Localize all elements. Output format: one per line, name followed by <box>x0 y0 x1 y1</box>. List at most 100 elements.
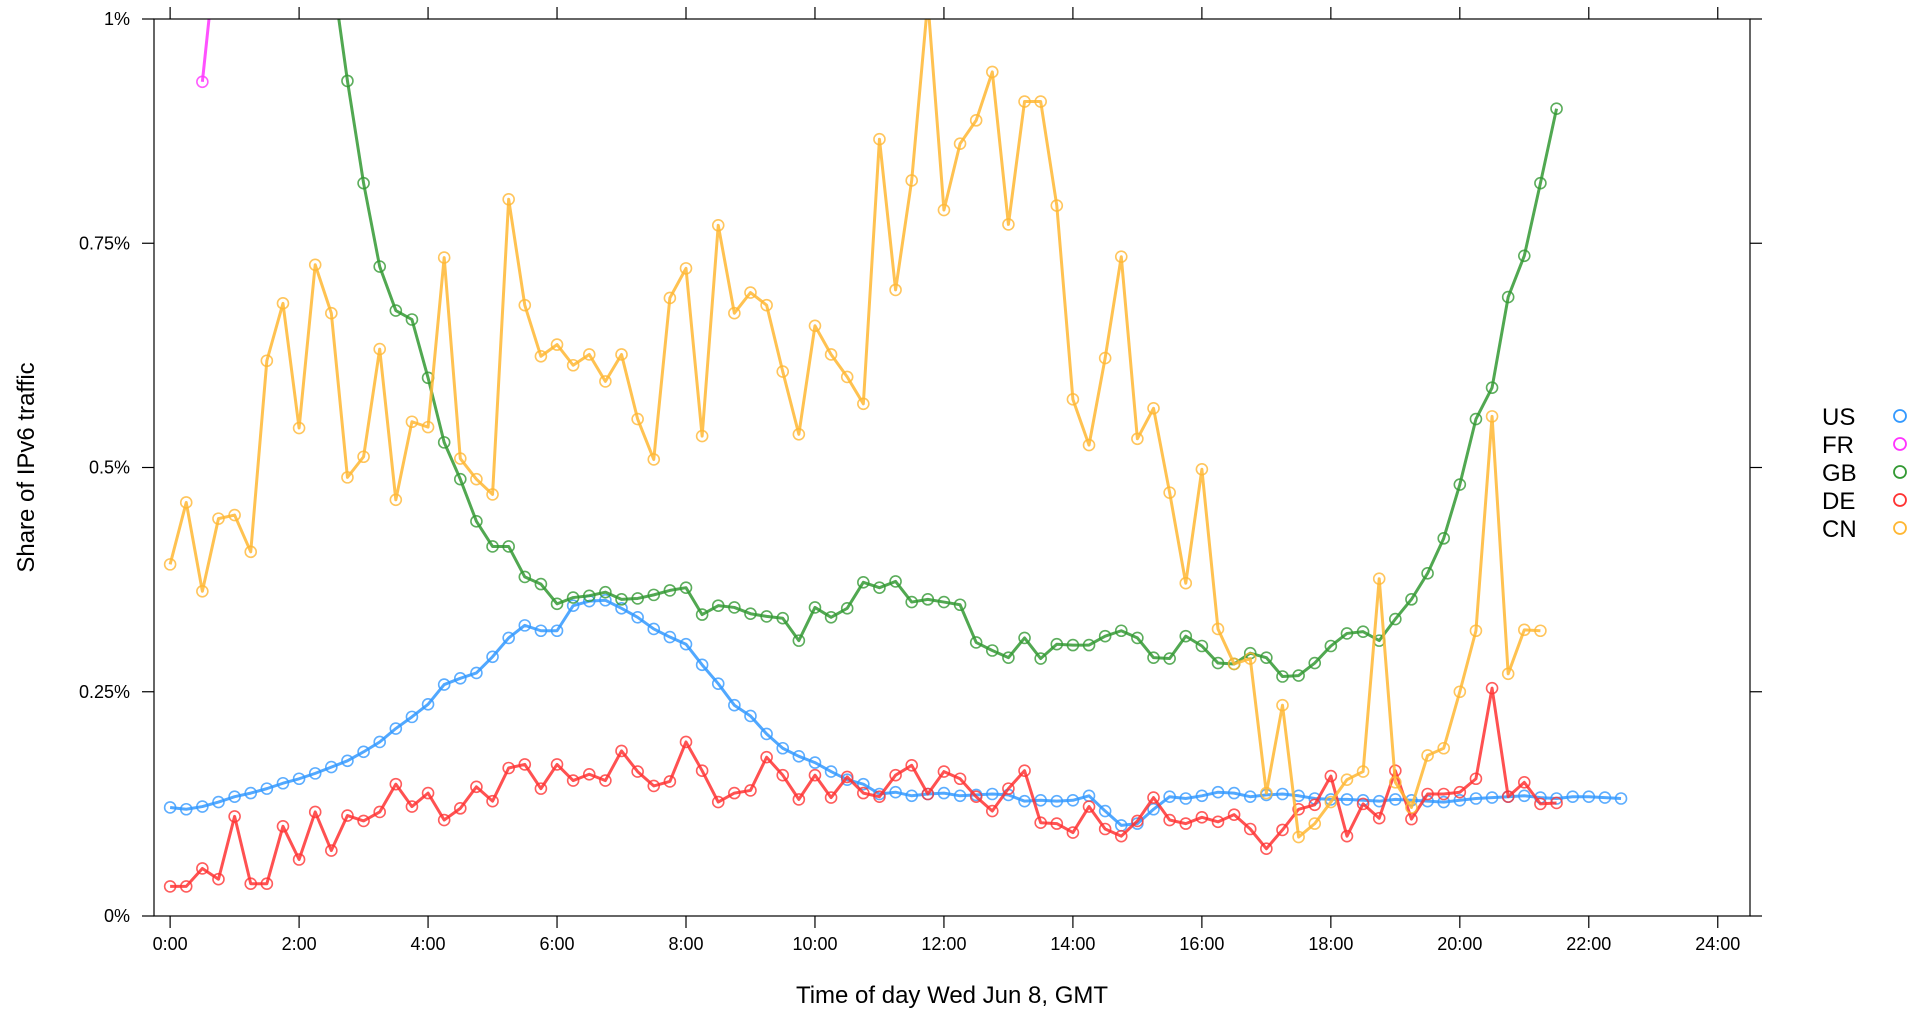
data-point <box>566 358 580 372</box>
data-point <box>889 283 902 297</box>
data-point <box>1227 808 1241 821</box>
data-point <box>969 790 983 804</box>
data-point <box>534 782 548 795</box>
data-point <box>1501 790 1515 804</box>
data-point <box>647 622 661 636</box>
data-point <box>1405 801 1418 814</box>
data-point <box>679 262 693 275</box>
x-tick-label: 8:00 <box>668 934 703 954</box>
data-point <box>1243 822 1257 836</box>
data-point <box>518 570 532 584</box>
x-tick-label: 14:00 <box>1050 934 1095 954</box>
data-point <box>566 599 580 612</box>
data-point <box>582 589 596 603</box>
data-point <box>1389 793 1402 806</box>
legend-marker <box>1893 465 1907 479</box>
y-tick-label: 0% <box>104 906 130 926</box>
x-tick-label: 12:00 <box>921 934 966 954</box>
data-point <box>937 203 951 217</box>
y-tick-label: 0.75% <box>79 233 130 253</box>
data-point <box>937 595 951 609</box>
data-point <box>518 619 532 632</box>
data-point <box>1405 593 1418 606</box>
data-point <box>1340 773 1354 786</box>
data-point <box>325 760 338 774</box>
legend-marker <box>1893 521 1907 535</box>
data-point <box>1147 651 1160 664</box>
data-point <box>357 176 370 190</box>
legend-item-us: US <box>1822 404 1907 431</box>
data-point <box>792 750 806 763</box>
data-point <box>276 297 290 310</box>
data-point <box>744 607 757 621</box>
data-point <box>196 75 209 89</box>
data-point <box>453 671 467 685</box>
data-point <box>695 764 709 777</box>
data-point <box>953 137 967 150</box>
data-point <box>1243 790 1257 804</box>
x-tick-label: 16:00 <box>1179 934 1224 954</box>
data-point <box>631 592 644 605</box>
data-point <box>663 291 677 305</box>
data-point <box>1356 765 1370 778</box>
data-point <box>905 758 919 772</box>
data-point <box>1534 624 1547 638</box>
data-point <box>1082 438 1096 452</box>
data-point <box>1550 102 1563 115</box>
data-point <box>711 219 725 232</box>
data-point <box>1260 651 1273 664</box>
data-point <box>728 786 741 800</box>
data-point <box>1598 791 1612 804</box>
data-point <box>357 745 370 759</box>
data-point <box>953 772 967 786</box>
data-point <box>1050 817 1064 830</box>
data-point <box>582 767 596 781</box>
data-point <box>808 319 822 333</box>
data-point <box>1066 793 1080 807</box>
data-point <box>1066 826 1080 839</box>
data-point <box>969 636 983 649</box>
data-point <box>744 709 757 723</box>
data-point <box>1550 796 1563 810</box>
data-point <box>244 877 258 891</box>
data-point <box>889 785 902 799</box>
data-point <box>1308 656 1322 670</box>
data-point <box>760 298 773 312</box>
data-point <box>1131 432 1144 446</box>
series-line-cn <box>168 19 1541 839</box>
data-point <box>808 768 822 782</box>
data-point <box>1243 652 1257 665</box>
data-point <box>647 779 661 793</box>
data-point <box>276 819 290 833</box>
data-point <box>744 286 757 299</box>
data-point <box>1534 797 1547 811</box>
data-point <box>1050 794 1064 808</box>
data-point <box>518 298 532 312</box>
data-point <box>1324 795 1338 809</box>
legend-item-fr: FR <box>1822 432 1907 459</box>
data-point <box>341 471 354 484</box>
data-point <box>760 727 773 741</box>
x-tick-label: 4:00 <box>411 934 446 954</box>
data-point <box>599 774 612 787</box>
x-tick-label: 20:00 <box>1437 934 1482 954</box>
data-point <box>873 790 886 804</box>
data-point <box>615 744 628 758</box>
data-point <box>760 750 773 764</box>
data-point <box>1260 786 1273 800</box>
data-point <box>1211 815 1225 829</box>
data-point <box>792 793 806 806</box>
data-point <box>1389 612 1402 626</box>
data-point <box>228 508 241 522</box>
data-point <box>663 584 677 597</box>
data-point <box>1163 813 1176 827</box>
data-point <box>1389 776 1402 789</box>
data-point <box>873 132 886 146</box>
data-point <box>1276 823 1289 837</box>
data-point <box>1582 790 1596 804</box>
data-point <box>292 421 306 435</box>
data-point <box>1518 776 1531 789</box>
data-point <box>840 770 854 784</box>
data-point <box>1082 638 1096 652</box>
